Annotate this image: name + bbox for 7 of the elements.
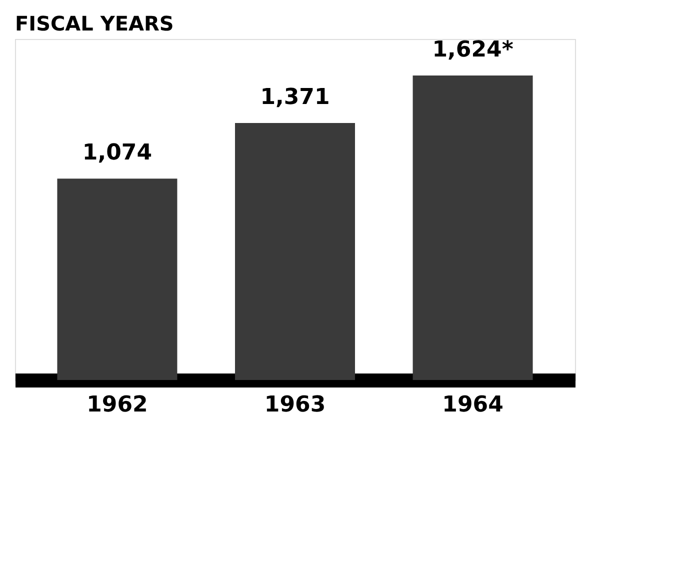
chart-title: FISCAL YEARS <box>15 12 174 36</box>
x-tick-label: 1963 <box>264 392 326 418</box>
data-label: 1,074 <box>82 140 152 166</box>
data-label: 1,624* <box>432 38 514 63</box>
x-tick-label: 1962 <box>86 392 148 418</box>
data-label: 1,371 <box>260 84 330 110</box>
x-tick-label: 1964 <box>442 392 504 418</box>
